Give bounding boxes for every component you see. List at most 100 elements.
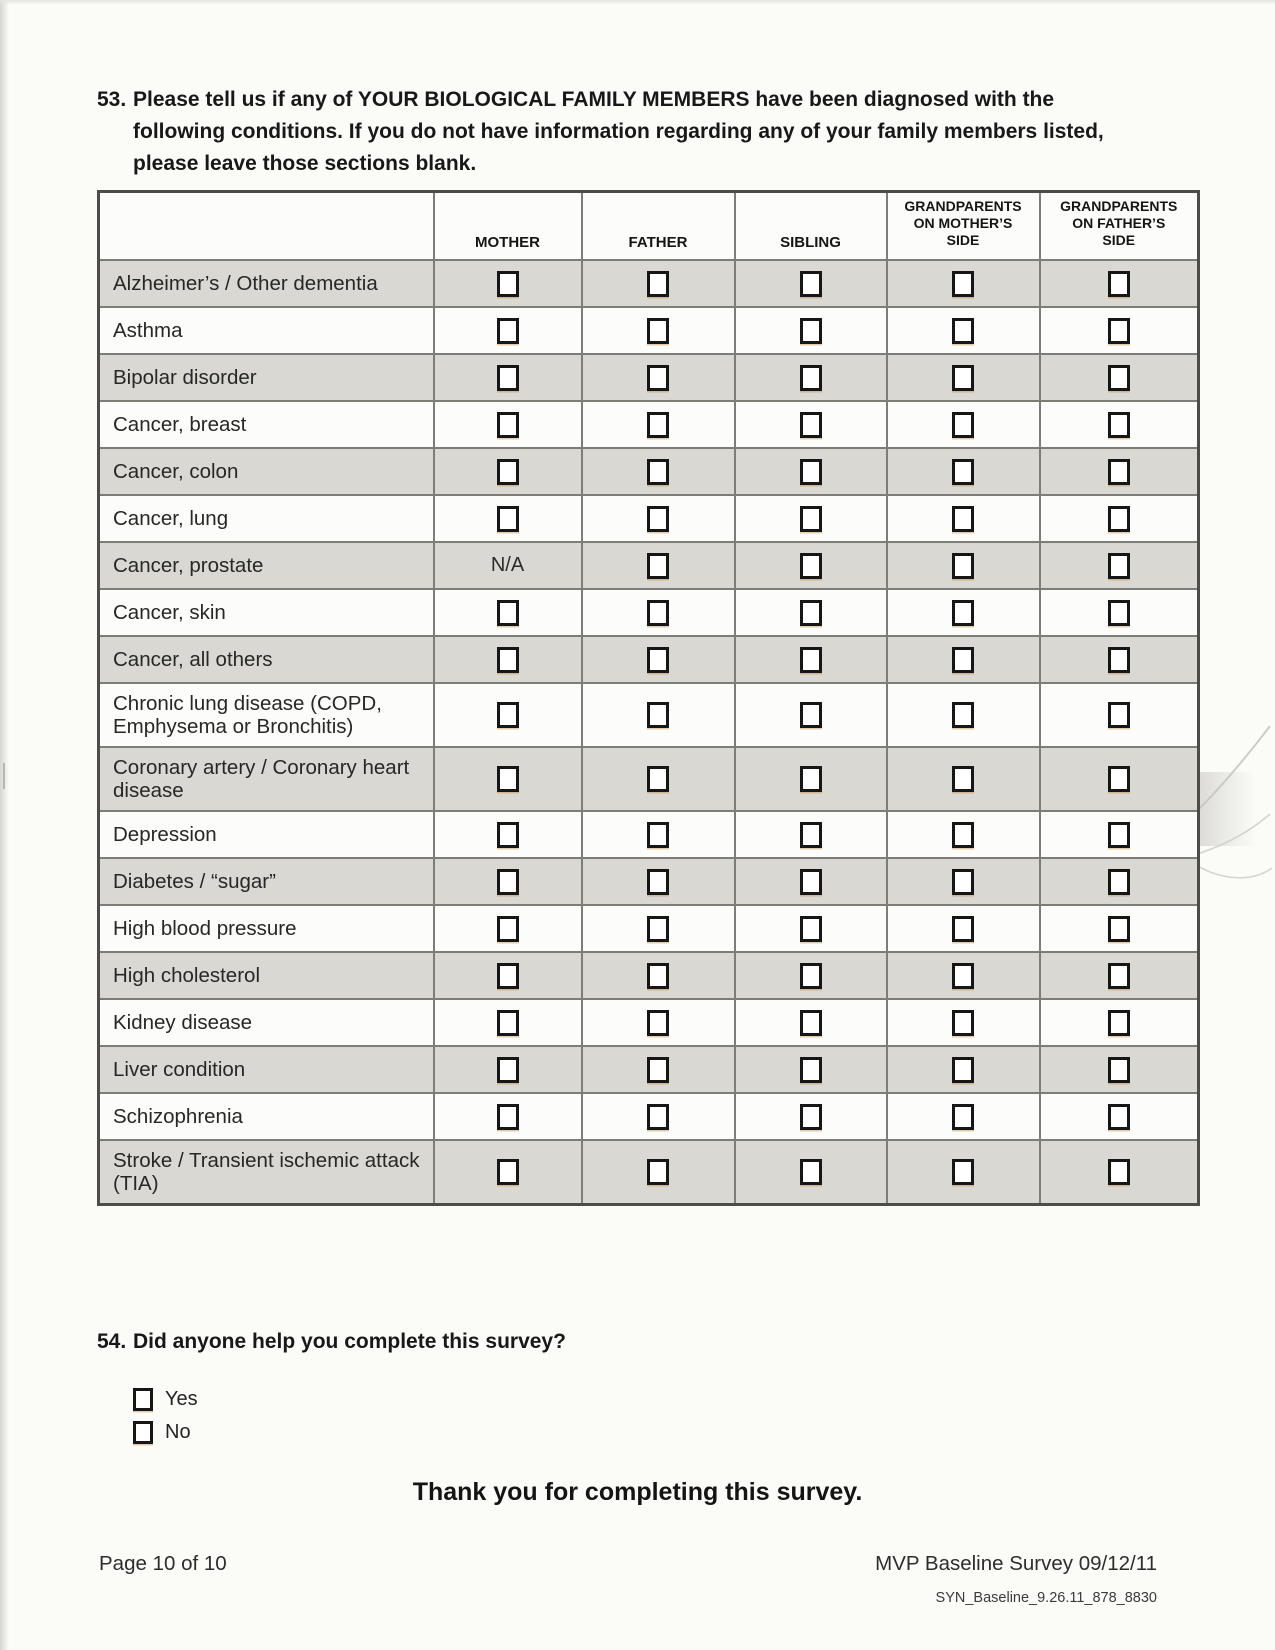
checkbox-chronic-lung-disease-copd-emphysema-or-bronchitis-grandparents-mothers-side[interactable] <box>952 702 974 728</box>
checkbox-chronic-lung-disease-copd-emphysema-or-bronchitis-grandparents-fathers-side[interactable] <box>1107 702 1130 728</box>
checkbox-bipolar-disorder-mother[interactable] <box>496 364 519 391</box>
checkbox-asthma-grandparents-mothers-side[interactable] <box>952 317 974 344</box>
checkbox-high-cholesterol-grandparents-mothers-side[interactable] <box>952 962 974 989</box>
checkbox-cancer-lung-grandparents-fathers-side[interactable] <box>1107 505 1130 532</box>
checkbox-high-cholesterol-grandparents-fathers-side[interactable] <box>1107 962 1130 989</box>
checkbox-schizophrenia-grandparents-fathers-side[interactable] <box>1107 1103 1130 1130</box>
checkbox-high-blood-pressure-grandparents-fathers-side[interactable] <box>1107 915 1130 942</box>
checkbox-diabetes-sugar-grandparents-mothers-side[interactable] <box>952 868 974 895</box>
checkbox-cancer-all-others-sibling[interactable] <box>799 646 822 673</box>
checkbox-high-blood-pressure-father[interactable] <box>647 915 669 942</box>
checkbox-cancer-prostate-sibling[interactable] <box>799 552 822 579</box>
checkbox-liver-condition-mother[interactable] <box>496 1056 519 1083</box>
checkbox-stroke-transient-ischemic-attack-tia-mother[interactable] <box>496 1159 519 1185</box>
checkbox-depression-mother[interactable] <box>496 821 519 848</box>
checkbox-alzheimer-s-other-dementia-father[interactable] <box>647 270 669 297</box>
checkbox-cancer-lung-sibling[interactable] <box>799 505 822 532</box>
checkbox-schizophrenia-father[interactable] <box>647 1103 669 1130</box>
checkbox-bipolar-disorder-father[interactable] <box>647 364 669 391</box>
checkbox-kidney-disease-grandparents-fathers-side[interactable] <box>1107 1009 1130 1036</box>
checkbox-alzheimer-s-other-dementia-sibling[interactable] <box>799 270 822 297</box>
checkbox-high-blood-pressure-mother[interactable] <box>496 915 519 942</box>
checkbox-cancer-lung-father[interactable] <box>647 505 669 532</box>
checkbox-coronary-artery-coronary-heart-disease-grandparents-fathers-side[interactable] <box>1107 766 1130 792</box>
checkbox-diabetes-sugar-father[interactable] <box>647 868 669 895</box>
checkbox-kidney-disease-father[interactable] <box>647 1009 669 1036</box>
checkbox-liver-condition-grandparents-mothers-side[interactable] <box>952 1056 974 1083</box>
cell-grandparents-fathers-side <box>1038 400 1200 449</box>
checkbox-cancer-breast-grandparents-fathers-side[interactable] <box>1107 411 1130 438</box>
checkbox-asthma-sibling[interactable] <box>799 317 822 344</box>
checkbox-diabetes-sugar-mother[interactable] <box>496 868 519 895</box>
checkbox-diabetes-sugar-sibling[interactable] <box>799 868 822 895</box>
checkbox-cancer-all-others-grandparents-fathers-side[interactable] <box>1107 646 1130 673</box>
checkbox-yes[interactable] <box>133 1388 153 1411</box>
checkbox-asthma-mother[interactable] <box>496 317 519 344</box>
checkbox-cancer-skin-sibling[interactable] <box>799 599 822 626</box>
cell-father <box>580 588 736 637</box>
checkbox-kidney-disease-mother[interactable] <box>496 1009 519 1036</box>
checkbox-depression-sibling[interactable] <box>799 821 822 848</box>
checkbox-bipolar-disorder-grandparents-mothers-side[interactable] <box>952 364 974 391</box>
checkbox-cancer-breast-grandparents-mothers-side[interactable] <box>952 411 974 438</box>
checkbox-cancer-colon-father[interactable] <box>647 458 669 485</box>
checkbox-high-cholesterol-father[interactable] <box>647 962 669 989</box>
checkbox-bipolar-disorder-sibling[interactable] <box>799 364 822 391</box>
checkbox-cancer-skin-grandparents-fathers-side[interactable] <box>1107 599 1130 626</box>
checkbox-cancer-lung-grandparents-mothers-side[interactable] <box>952 505 974 532</box>
checkbox-coronary-artery-coronary-heart-disease-grandparents-mothers-side[interactable] <box>952 766 974 792</box>
checkbox-cancer-all-others-grandparents-mothers-side[interactable] <box>952 646 974 673</box>
checkbox-bipolar-disorder-grandparents-fathers-side[interactable] <box>1107 364 1130 391</box>
checkbox-asthma-grandparents-fathers-side[interactable] <box>1107 317 1130 344</box>
checkbox-diabetes-sugar-grandparents-fathers-side[interactable] <box>1107 868 1130 895</box>
checkbox-liver-condition-sibling[interactable] <box>799 1056 822 1083</box>
checkbox-cancer-breast-sibling[interactable] <box>799 411 822 438</box>
checkbox-kidney-disease-grandparents-mothers-side[interactable] <box>952 1009 974 1036</box>
scan-bleed-artifact <box>1192 772 1256 846</box>
checkbox-cancer-colon-grandparents-mothers-side[interactable] <box>952 458 974 485</box>
checkbox-high-cholesterol-mother[interactable] <box>496 962 519 989</box>
checkbox-coronary-artery-coronary-heart-disease-father[interactable] <box>647 766 669 792</box>
checkbox-schizophrenia-grandparents-mothers-side[interactable] <box>952 1103 974 1130</box>
checkbox-high-blood-pressure-sibling[interactable] <box>799 915 822 942</box>
checkbox-cancer-skin-father[interactable] <box>647 599 669 626</box>
checkbox-cancer-colon-sibling[interactable] <box>799 458 822 485</box>
checkbox-cancer-lung-mother[interactable] <box>496 505 519 532</box>
checkbox-stroke-transient-ischemic-attack-tia-grandparents-fathers-side[interactable] <box>1107 1159 1130 1185</box>
checkbox-alzheimer-s-other-dementia-grandparents-fathers-side[interactable] <box>1107 270 1130 297</box>
checkbox-cancer-breast-father[interactable] <box>647 411 669 438</box>
checkbox-depression-grandparents-mothers-side[interactable] <box>952 821 974 848</box>
checkbox-alzheimer-s-other-dementia-mother[interactable] <box>496 270 519 297</box>
checkbox-stroke-transient-ischemic-attack-tia-father[interactable] <box>647 1159 669 1185</box>
checkbox-chronic-lung-disease-copd-emphysema-or-bronchitis-father[interactable] <box>647 702 669 728</box>
checkbox-stroke-transient-ischemic-attack-tia-grandparents-mothers-side[interactable] <box>952 1159 974 1185</box>
checkbox-cancer-skin-grandparents-mothers-side[interactable] <box>952 599 974 626</box>
checkbox-cancer-prostate-grandparents-fathers-side[interactable] <box>1107 552 1130 579</box>
checkbox-schizophrenia-mother[interactable] <box>496 1103 519 1130</box>
checkbox-chronic-lung-disease-copd-emphysema-or-bronchitis-sibling[interactable] <box>799 702 822 728</box>
checkbox-no[interactable] <box>133 1421 153 1444</box>
checkbox-coronary-artery-coronary-heart-disease-mother[interactable] <box>496 766 519 792</box>
checkbox-cancer-colon-mother[interactable] <box>496 458 519 485</box>
checkbox-cancer-prostate-grandparents-mothers-side[interactable] <box>952 552 974 579</box>
checkbox-kidney-disease-sibling[interactable] <box>799 1009 822 1036</box>
checkbox-alzheimer-s-other-dementia-grandparents-mothers-side[interactable] <box>952 270 974 297</box>
checkbox-cancer-colon-grandparents-fathers-side[interactable] <box>1107 458 1130 485</box>
checkbox-stroke-transient-ischemic-attack-tia-sibling[interactable] <box>799 1159 822 1185</box>
checkbox-liver-condition-grandparents-fathers-side[interactable] <box>1107 1056 1130 1083</box>
checkbox-depression-grandparents-fathers-side[interactable] <box>1107 821 1130 848</box>
checkbox-schizophrenia-sibling[interactable] <box>799 1103 822 1130</box>
checkbox-high-cholesterol-sibling[interactable] <box>799 962 822 989</box>
checkbox-asthma-father[interactable] <box>647 317 669 344</box>
checkbox-cancer-all-others-mother[interactable] <box>496 646 519 673</box>
checkbox-liver-condition-father[interactable] <box>647 1056 669 1083</box>
question-53-text: Please tell us if any of YOUR BIOLOGICAL… <box>133 88 1104 175</box>
checkbox-chronic-lung-disease-copd-emphysema-or-bronchitis-mother[interactable] <box>496 702 519 728</box>
checkbox-cancer-skin-mother[interactable] <box>496 599 519 626</box>
checkbox-cancer-breast-mother[interactable] <box>496 411 519 438</box>
checkbox-cancer-prostate-father[interactable] <box>647 552 669 579</box>
checkbox-coronary-artery-coronary-heart-disease-sibling[interactable] <box>799 766 822 792</box>
checkbox-cancer-all-others-father[interactable] <box>647 646 669 673</box>
checkbox-high-blood-pressure-grandparents-mothers-side[interactable] <box>952 915 974 942</box>
checkbox-depression-father[interactable] <box>647 821 669 848</box>
